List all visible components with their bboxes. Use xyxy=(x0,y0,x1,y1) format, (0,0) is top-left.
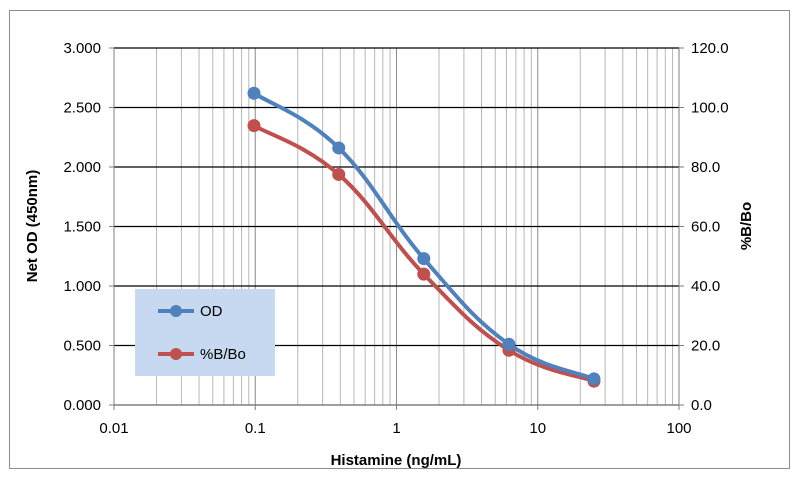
series-layer xyxy=(247,86,601,388)
tick-labels: 0.01 0.1 1 10 100 0.000 0.500 1.000 1.500 2.000 2.… xyxy=(63,40,728,437)
y2-axis-title: %B/Bo xyxy=(738,202,755,250)
data-point-od xyxy=(587,372,601,386)
y2-tick-label: 0.0 xyxy=(691,397,712,414)
legend-bbo-label: %B/Bo xyxy=(200,346,246,363)
legend-box xyxy=(135,289,275,376)
y-axis-title: Net OD (450nm) xyxy=(24,170,41,283)
y-tick-label: 3.000 xyxy=(63,40,101,57)
x-tick-label: 100 xyxy=(666,420,691,437)
y2-tick-label: 100.0 xyxy=(691,100,729,117)
y2-tick-label: 20.0 xyxy=(691,338,720,355)
legend-od-label: OD xyxy=(200,303,223,320)
data-point-bbo xyxy=(417,267,431,281)
data-point-od xyxy=(417,252,431,266)
x-tick-label: 0.01 xyxy=(99,420,128,437)
series-line-od xyxy=(252,91,596,381)
data-point-od xyxy=(502,337,516,351)
axes xyxy=(109,47,684,410)
data-point-bbo xyxy=(332,167,346,181)
y-tick-label: 0.500 xyxy=(63,338,101,355)
y-tick-label: 2.500 xyxy=(63,100,101,117)
y-tick-label: 2.000 xyxy=(63,159,101,176)
y2-tick-label: 40.0 xyxy=(691,278,720,295)
x-tick-label: 1 xyxy=(392,420,400,437)
legend-bbo-marker xyxy=(170,348,182,360)
x-axis-title: Histamine (ng/mL) xyxy=(331,452,462,469)
chart-frame xyxy=(9,10,790,469)
x-tick-label: 0.1 xyxy=(245,420,266,437)
y2-tick-label: 120.0 xyxy=(691,40,729,57)
y-tick-label: 1.500 xyxy=(63,219,101,236)
y2-tick-label: 80.0 xyxy=(691,159,720,176)
x-tick-label: 10 xyxy=(529,420,546,437)
data-point-od xyxy=(332,141,346,155)
data-point-bbo xyxy=(247,119,261,133)
legend-od-marker xyxy=(170,305,182,317)
y2-tick-label: 60.0 xyxy=(691,219,720,236)
data-point-od xyxy=(247,86,261,100)
y-tick-label: 1.000 xyxy=(63,278,101,295)
y-tick-label: 0.000 xyxy=(63,397,101,414)
